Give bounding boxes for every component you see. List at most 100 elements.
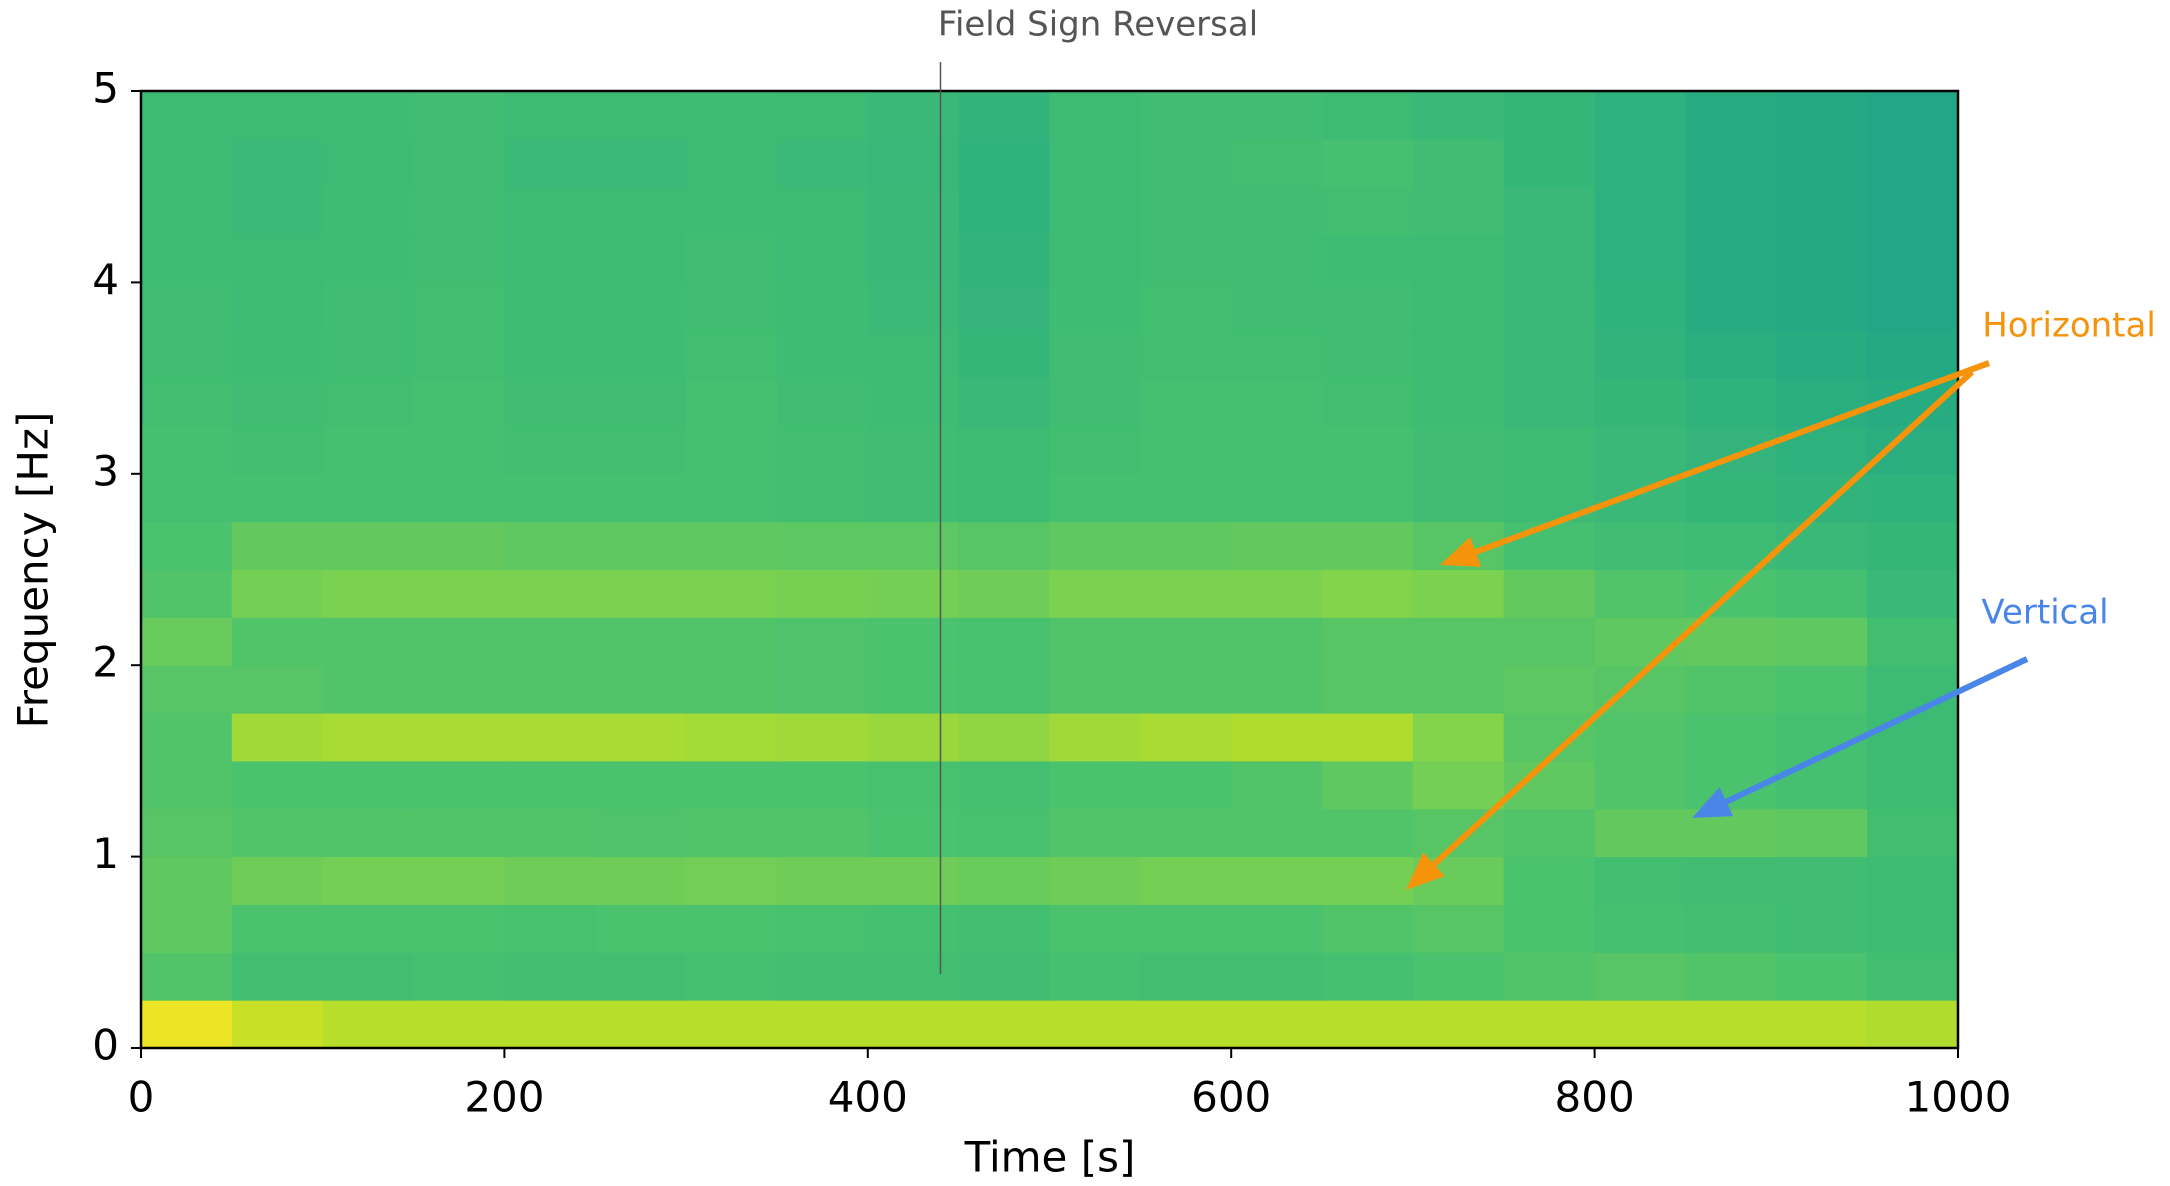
heatmap-cell [322,617,415,666]
heatmap-cell [1412,186,1505,236]
heatmap-cell [595,808,687,858]
heatmap-cell [1503,856,1596,905]
heatmap-cell [1412,665,1505,714]
heatmap-cell [141,617,233,666]
heatmap-cell [595,1000,687,1049]
heatmap-cell [776,856,869,905]
heatmap-cell [1231,378,1323,427]
heatmap-cell [958,904,1050,953]
heatmap-cell [958,760,1050,810]
heatmap-cell [1412,378,1505,427]
heatmap-cell [231,330,324,379]
heatmap-cell [867,665,960,714]
heatmap-cell [1776,760,1868,810]
heatmap-cell [1049,473,1141,523]
arrow-shaft [1474,360,1991,555]
heatmap-cell [776,713,869,762]
heatmap-cell [595,234,687,283]
heatmap-cell [867,186,960,236]
heatmap-cell [1867,569,1959,618]
heatmap-cell [504,904,596,953]
heatmap-cell [1322,856,1414,905]
heatmap-cell [1776,138,1868,188]
arrow-shaft [1725,656,2029,805]
heatmap-cell [867,378,960,427]
y-tick-label: 2 [92,638,119,687]
heatmap-cell [1049,665,1141,714]
heatmap-cell [1503,234,1596,283]
heatmap-cell [686,952,778,1001]
heatmap-cell [1322,330,1414,379]
heatmap-cell [958,138,1050,188]
heatmap-cell [776,904,869,953]
heatmap-cell [1412,760,1505,810]
heatmap-cell [1049,282,1141,331]
heatmap-cell [1412,138,1505,188]
heatmap-cell [867,569,960,618]
heatmap-cell [958,473,1050,523]
heatmap-cell [413,1000,505,1049]
heatmap-cell [1049,186,1141,236]
heatmap-cell [1503,282,1596,331]
heatmap-cell [1322,617,1414,666]
heatmap-cell [595,713,687,762]
arrow-head [1406,852,1445,890]
heatmap-cell [686,569,778,618]
heatmap-cell [867,856,960,905]
heatmap-cell [231,569,324,618]
heatmap-cell [1140,473,1232,523]
heatmap-cell [1140,760,1232,810]
heatmap-cell [595,138,687,188]
heatmap-cell [1594,234,1686,283]
heatmap-cell [1231,856,1323,905]
heatmap-cell [231,234,324,283]
heatmap-cell [595,521,687,570]
heatmap-cell [867,425,960,475]
heatmap-cell [1412,617,1505,666]
heatmap-cell [958,713,1050,762]
heatmap-cell [686,808,778,858]
heatmap-cell [1503,138,1596,188]
heatmap-cell [141,760,233,810]
heatmap-cell [413,904,505,953]
heatmap-cell [867,713,960,762]
x-tick-label: 800 [1555,1073,1635,1122]
heatmap-cell [1412,282,1505,331]
heatmap-cell [1322,665,1414,714]
heatmap-cell [1776,569,1868,618]
heatmap-cell [1685,378,1777,427]
heatmap-cell [776,521,869,570]
heatmap-cell [1322,186,1414,236]
heatmap-cell [231,378,324,427]
heatmap-cell [1594,378,1686,427]
heatmap-cell [1231,521,1323,570]
heatmap-cell [1322,234,1414,283]
heatmap-cell [141,330,233,379]
heatmap-cell [958,856,1050,905]
heatmap-cell [1412,1000,1505,1049]
heatmap-cell [1322,1000,1414,1049]
heatmap-cell [1140,856,1232,905]
heatmap-cell [958,282,1050,331]
heatmap-cell [504,138,596,188]
heatmap-cell [686,473,778,523]
heatmap-cell [1412,569,1505,618]
heatmap-cell [776,282,869,331]
heatmap-cell [413,425,505,475]
heatmap-cell [958,808,1050,858]
heatmap-cell [686,234,778,283]
heatmap-cell [1231,91,1323,140]
heatmap-cell [1231,713,1323,762]
heatmap-cell [1231,952,1323,1001]
heatmap-cell [1049,760,1141,810]
heatmap-cell [322,186,415,236]
heatmap-cell [231,856,324,905]
heatmap-cell [686,91,778,140]
heatmap-cell [867,521,960,570]
heatmap-cell [504,952,596,1001]
y-axis-label: Frequency [Hz] [9,412,58,729]
heatmap-cell [958,234,1050,283]
heatmap-cell [867,91,960,140]
heatmap-cell [867,234,960,283]
